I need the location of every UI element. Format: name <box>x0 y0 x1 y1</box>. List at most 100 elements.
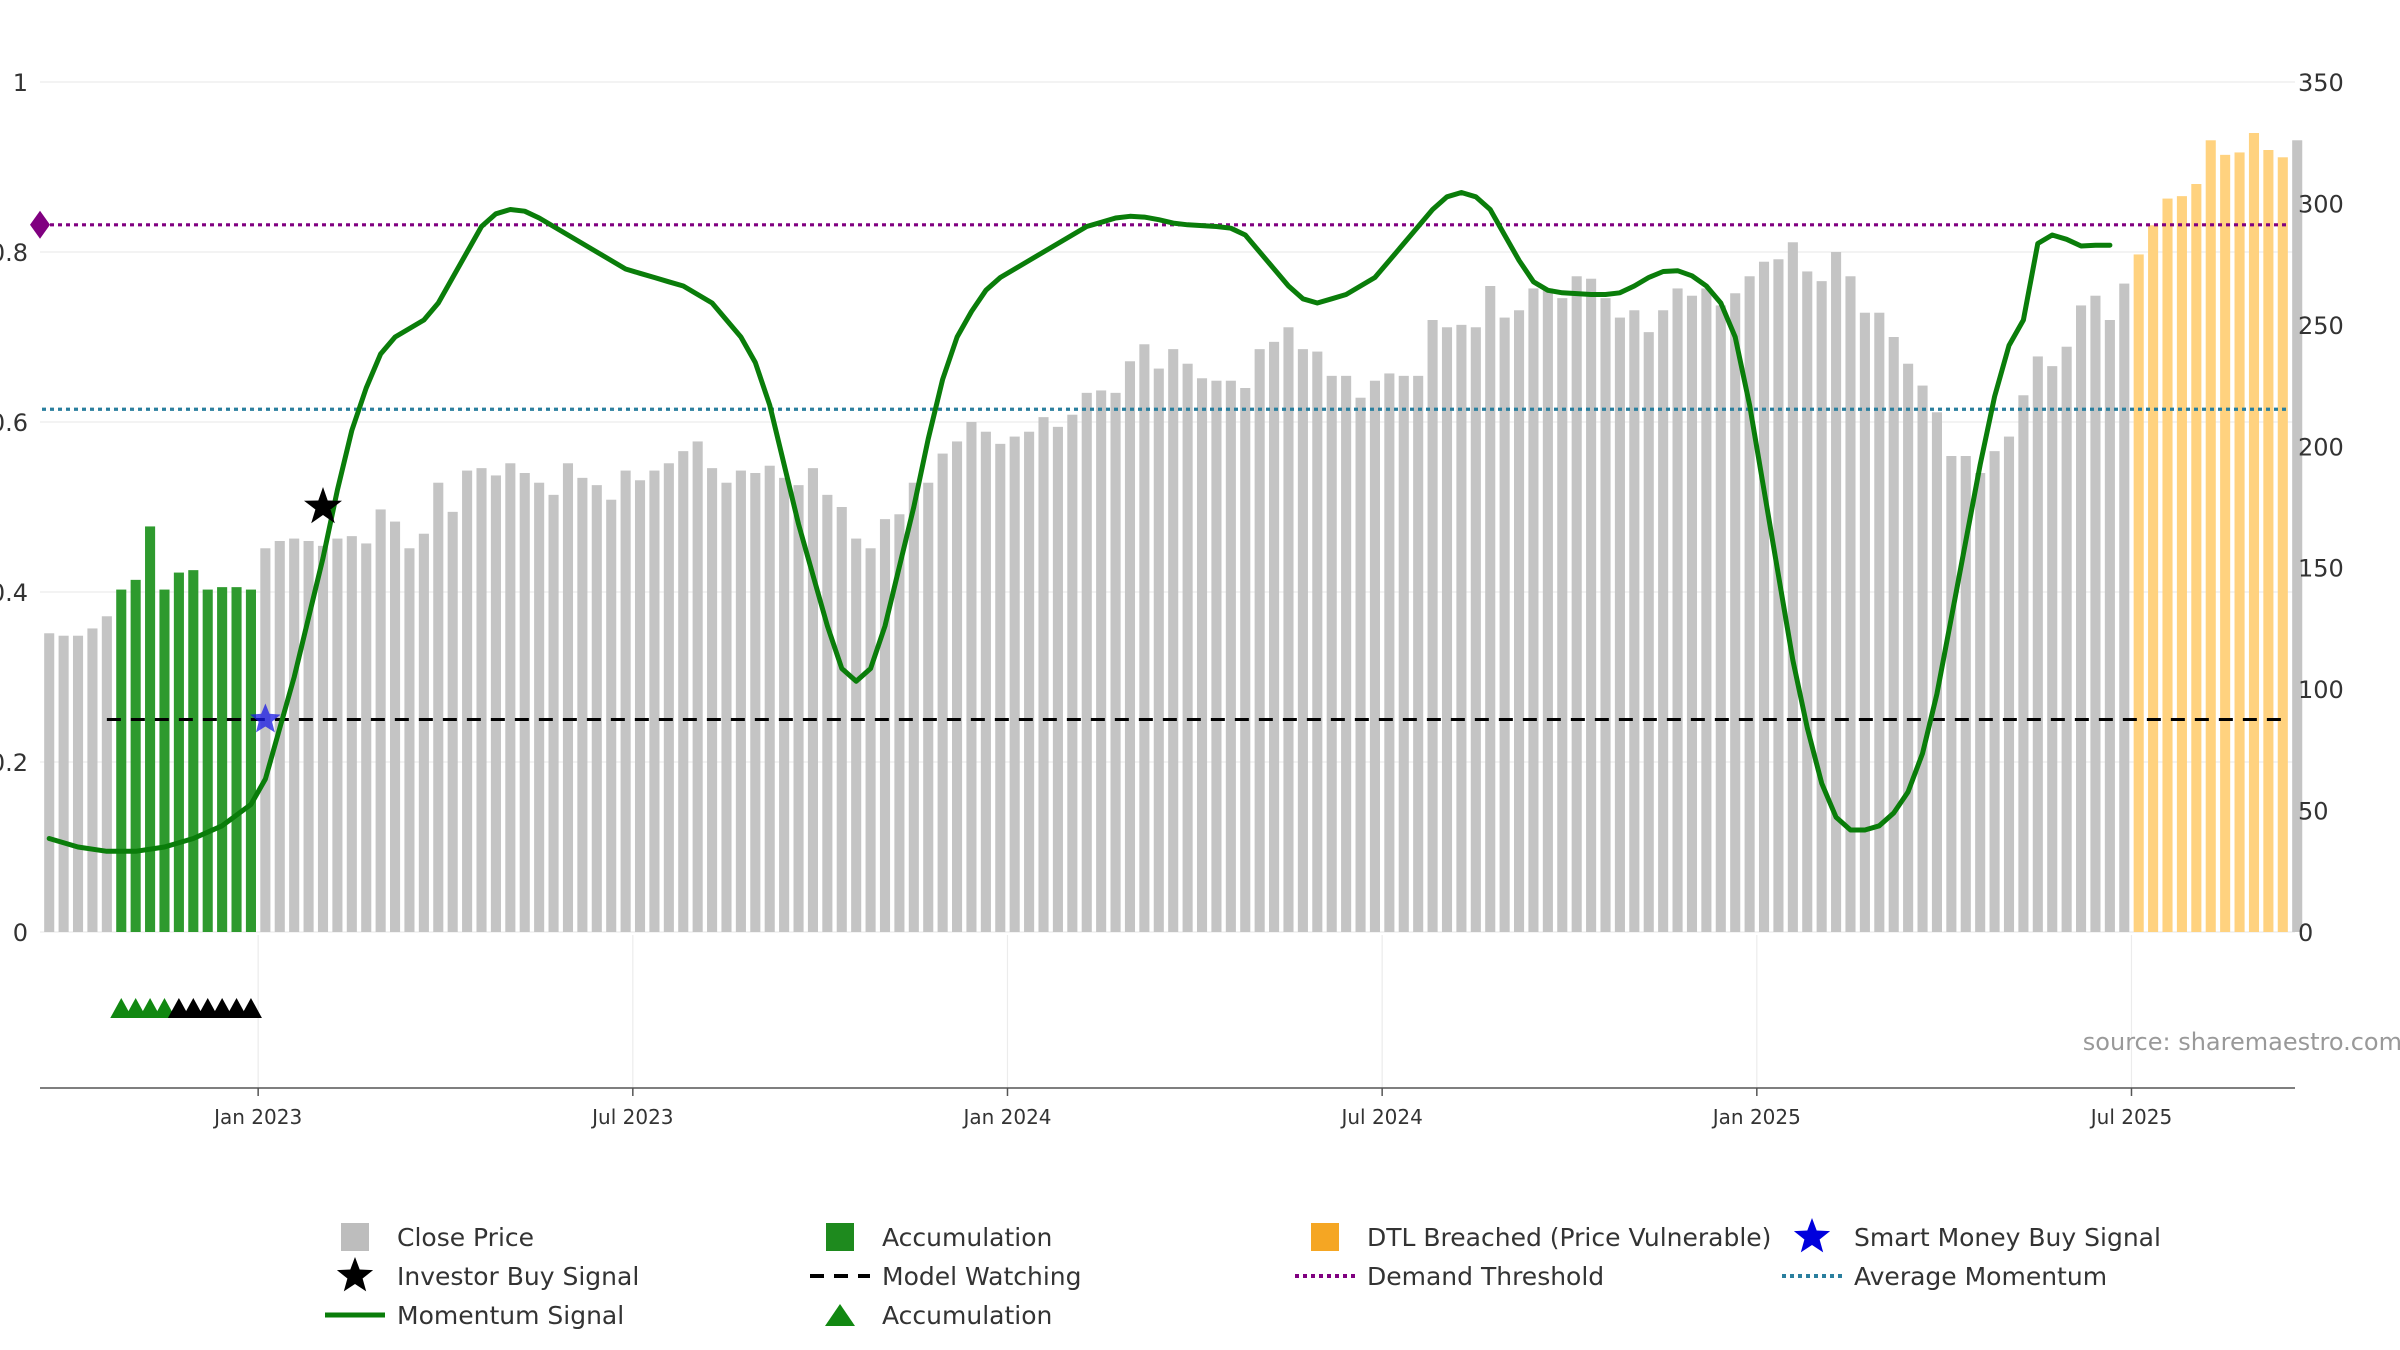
right-axis-tick-label: 250 <box>2298 312 2344 340</box>
close-price-bar <box>303 541 314 932</box>
close-price-bar <box>1096 390 1107 932</box>
close-price-bar <box>534 482 545 932</box>
close-price-bar <box>1355 397 1366 932</box>
x-axis-tick-label: Jul 2023 <box>590 1105 673 1129</box>
close-price-bar <box>1384 373 1395 932</box>
close-price-bar <box>1845 276 1856 932</box>
legend-label: Accumulation <box>882 1223 1052 1252</box>
close-price-bar <box>58 635 69 932</box>
close-price-bar <box>1571 276 1582 932</box>
close-price-bar <box>1931 412 1942 932</box>
close-price-bar <box>72 635 84 932</box>
x-axis-tick-label: Jul 2025 <box>2089 1105 2172 1129</box>
close-price-bar <box>1542 288 1553 932</box>
close-price-bar <box>1369 380 1380 932</box>
close-price-bar <box>1888 337 1899 932</box>
legend-item: Demand Threshold <box>1295 1262 1604 1291</box>
legend-star-icon <box>1793 1218 1831 1253</box>
accumulation-bar <box>188 570 199 932</box>
close-price-bar <box>707 468 718 932</box>
close-price-bar <box>2119 283 2130 933</box>
close-price-bar <box>1441 327 1453 932</box>
close-price-bar <box>1586 278 1597 932</box>
close-price-bar <box>346 536 357 932</box>
close-price-bar <box>1283 327 1294 932</box>
accumulation-bar <box>173 572 184 932</box>
legend-square-swatch <box>341 1223 369 1251</box>
accumulation-bar <box>217 587 228 932</box>
close-price-bar <box>101 616 112 932</box>
legend-triangle-icon <box>825 1304 855 1326</box>
close-price-bar <box>908 482 919 932</box>
close-price-bar <box>721 482 732 932</box>
left-axis-tick-label: 1 <box>13 69 28 97</box>
accumulation-triangle <box>124 998 147 1018</box>
close-price-bar <box>1413 375 1424 932</box>
legend-star-icon <box>336 1257 374 1292</box>
close-price-bar <box>1211 380 1222 932</box>
close-price-bar <box>865 548 876 932</box>
accumulation-triangle-dark <box>225 998 248 1018</box>
close-price-bar <box>1744 276 1755 932</box>
legend-label: Accumulation <box>882 1301 1052 1330</box>
close-price-bar <box>1874 312 1885 932</box>
dtl-breached-bar <box>2248 133 2260 932</box>
left-axis-tick-label: 0.2 <box>0 749 28 777</box>
close-price-bar <box>1470 327 1481 932</box>
legend-item: Model Watching <box>810 1262 1082 1291</box>
dtl-breached-bar <box>2133 254 2144 932</box>
accumulation-bar <box>145 526 156 932</box>
close-price-bar <box>1730 293 1741 932</box>
close-price-bar <box>1341 375 1352 932</box>
close-price-bar <box>779 477 790 932</box>
close-price-bar <box>1297 349 1308 933</box>
accumulation-triangle <box>139 998 162 1018</box>
close-price-bar <box>1686 295 1698 932</box>
accumulation-bar <box>231 587 242 932</box>
close-price-bar <box>2018 395 2029 932</box>
close-price-bar <box>735 470 746 932</box>
close-price-bar <box>404 548 415 932</box>
legend-item: Accumulation <box>826 1223 1052 1252</box>
close-price-bar <box>1917 385 1928 933</box>
close-price-bar <box>1787 242 1798 933</box>
dtl-breached-bar <box>2263 150 2274 932</box>
close-price-bar <box>505 463 516 932</box>
close-price-bar <box>476 468 487 932</box>
close-price-bar <box>1485 286 1496 932</box>
close-price-bar <box>764 465 775 932</box>
close-price-bar <box>1614 317 1625 933</box>
legend-label: Close Price <box>397 1223 534 1252</box>
close-price-bar <box>1168 349 1179 933</box>
dtl-breached-bar <box>2234 152 2245 932</box>
left-axis-tick-label: 0 <box>13 919 28 947</box>
close-price-bar <box>1009 436 1020 932</box>
close-price-bar <box>952 441 963 932</box>
close-price-bar <box>462 470 473 932</box>
legend: Close Price Accumulation DTL Breached (Pri… <box>325 1218 2161 1330</box>
x-axis-tick-label: Jul 2024 <box>1339 1105 1422 1129</box>
close-price-bar <box>591 485 602 932</box>
close-price-bar <box>1139 344 1150 932</box>
close-price-bar <box>1715 305 1726 932</box>
close-price-bar <box>1456 324 1467 932</box>
close-price-bar <box>1831 252 1842 932</box>
close-price-bar <box>1269 341 1280 932</box>
accumulation-bar <box>245 589 256 932</box>
close-price-bar <box>2292 140 2303 933</box>
right-axis-tick-label: 50 <box>2298 798 2329 826</box>
close-price-bar <box>1240 388 1251 932</box>
left-axis-ticks: 0 0.2 0.4 0.6 0.8 1 <box>0 69 28 947</box>
close-price-bar <box>620 470 631 932</box>
legend-item: Average Momentum <box>1782 1262 2107 1291</box>
close-price-bar <box>1052 426 1063 932</box>
dtl-breached-bar <box>2205 140 2216 933</box>
close-price-bar <box>634 480 646 932</box>
close-price-bar <box>1326 375 1337 932</box>
close-price-bar <box>1672 288 1683 932</box>
left-axis-tick-label: 0.6 <box>0 409 28 437</box>
close-price-bar <box>678 451 689 932</box>
close-price-bar <box>1514 310 1525 932</box>
right-axis-ticks: 0 50 100 150 200 250 300 350 <box>2298 69 2344 947</box>
